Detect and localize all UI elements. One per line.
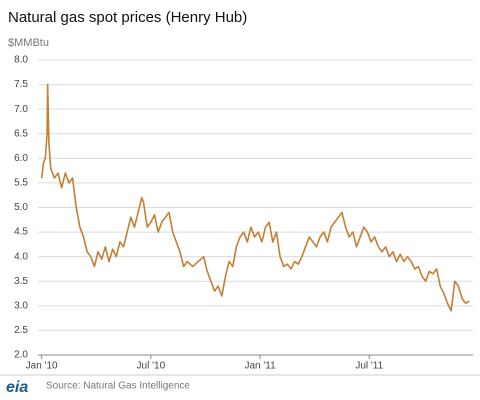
x-tick-label: Jan '11	[244, 361, 276, 372]
y-tick-label: 3.5	[14, 276, 28, 287]
y-tick-label: 5.0	[14, 202, 28, 213]
logo: eia	[6, 379, 28, 396]
chart-title: Natural gas spot prices (Henry Hub)	[8, 9, 247, 26]
y-tick-label: 5.5	[14, 178, 28, 189]
y-axis-label: $MMBtu	[8, 37, 49, 49]
y-tick-label: 4.5	[14, 227, 28, 238]
y-tick-label: 7.0	[14, 104, 28, 115]
x-tick-label: Jul '11	[355, 361, 383, 372]
y-tick-label: 2.5	[14, 325, 28, 336]
x-tick-label: Jan '10	[26, 361, 58, 372]
y-tick-label: 6.0	[14, 153, 28, 164]
price-line	[40, 83, 470, 312]
x-tick-label: Jul '10	[137, 361, 166, 372]
source: Source: Natural Gas Intelligence	[46, 381, 190, 392]
y-tick-label: 8.0	[14, 55, 28, 66]
y-tick-label: 3.0	[14, 300, 28, 311]
y-tick-label: 6.5	[14, 128, 28, 139]
y-tick-label: 7.5	[14, 79, 28, 90]
y-tick-label: 2.0	[14, 350, 28, 361]
y-tick-label: 4.0	[14, 251, 28, 262]
